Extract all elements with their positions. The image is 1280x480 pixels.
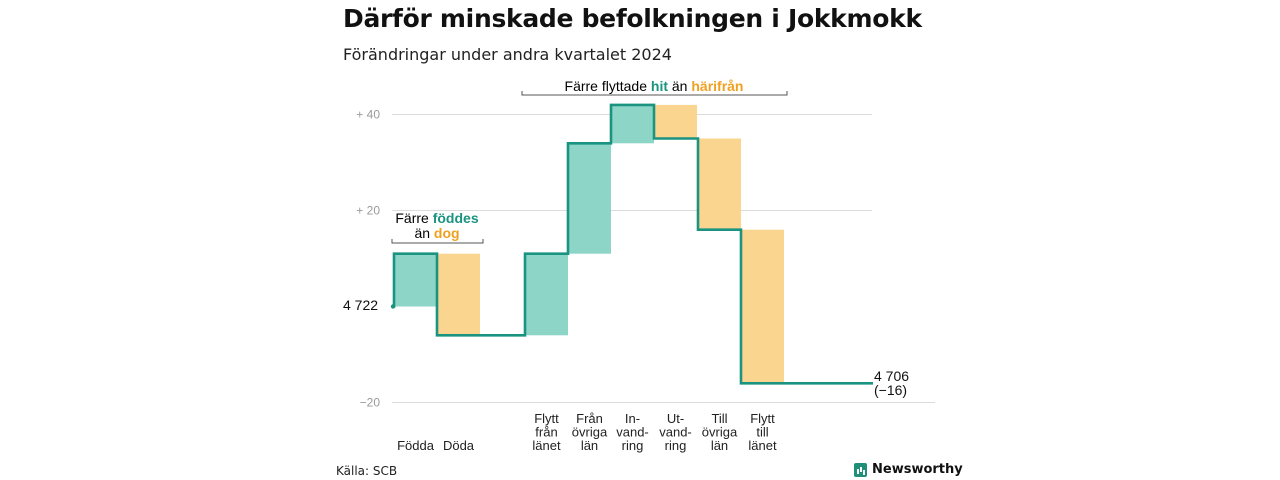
annotation-migration-text-a: Färre flyttade [565,78,651,94]
x-tick-label-0: Födda [397,438,435,453]
step-line [390,103,873,385]
annotation-migration-negative: härifrån [691,78,743,94]
x-tick-label-1: Döda [443,438,475,453]
bar-5 [654,104,697,139]
x-tick-label-2: Flytt från länet [532,411,561,453]
bar-0 [394,253,437,307]
brand-name: Newsworthy [872,462,963,477]
x-tick-label-6: Till övriga län [702,411,738,453]
annotation-migration-bracket [521,91,788,96]
end-value-label: 4 706 [874,368,909,384]
chart-subtitle: Förändringar under andra kvartalet 2024 [343,45,672,64]
start-value-label: 4 722 [343,297,378,313]
y-tick-labels: + 40 + 20 −20 [356,108,380,410]
bar-6 [698,138,741,230]
step-line-path [392,103,873,385]
bar-3 [568,143,611,254]
x-tick-labels: Födda Döda Flytt från länet Från övriga länIn-v… [397,411,777,453]
x-tick-label-7: Flytt till länet [748,411,777,453]
annotation-birth-line1: Färre föddes [395,210,478,226]
x-tick-label-4: In-vand-ring [616,411,649,453]
y-tick-label-0: + 40 [356,108,380,122]
annotation-migration: Färre flyttade hit än härifrån [565,78,744,94]
y-tick-label-1: + 20 [356,204,380,218]
bar-4 [611,104,654,144]
source-label: Källa: SCB [336,464,398,478]
start-dot [390,304,396,309]
brand-logo: Newsworthy [854,462,963,477]
annotation-birth-text-c: än [414,225,433,241]
bar-2 [525,253,568,336]
chart-logo-icon [854,462,867,477]
annotation-birth-negative: dog [434,225,460,241]
bar-1 [437,253,480,336]
y-tick-label-2: −20 [360,396,381,410]
x-tick-label-3: Från övriga län [572,411,608,453]
chart-title: Därför minskade befolkningen i Jokkmokk [343,4,922,33]
bars [394,104,784,384]
end-change-label: (−16) [874,382,907,398]
annotation-birth-line2: än dog [414,225,459,241]
x-tick-label-5: Ut-vand-ring [659,411,692,453]
annotation-birth-positive: föddes [433,210,479,226]
annotation-migration-text-c: än [668,78,691,94]
annotation-migration-positive: hit [651,78,668,94]
bar-7 [741,229,784,384]
annotation-birth-bracket [391,239,484,244]
annotation-birth-text-a: Färre [395,210,432,226]
